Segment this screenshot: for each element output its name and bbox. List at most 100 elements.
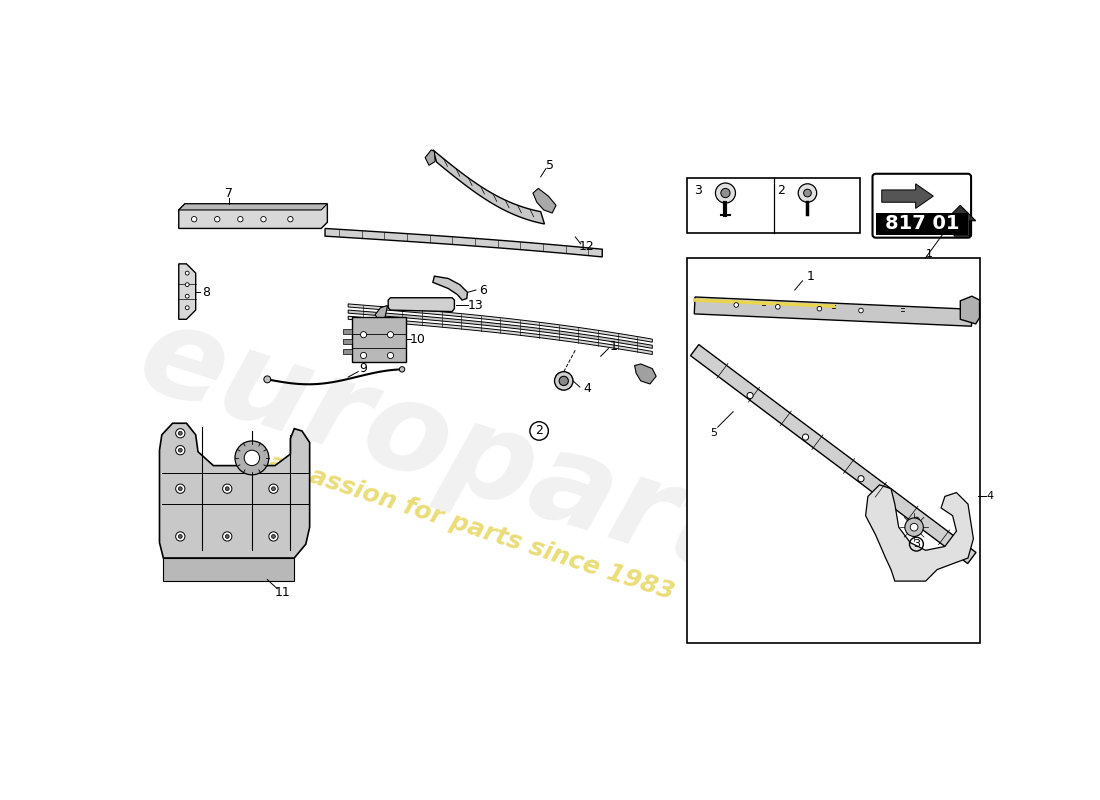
Circle shape bbox=[226, 534, 229, 538]
Circle shape bbox=[214, 217, 220, 222]
Circle shape bbox=[268, 484, 278, 494]
Circle shape bbox=[178, 448, 183, 452]
Polygon shape bbox=[866, 485, 974, 581]
Circle shape bbox=[185, 306, 189, 310]
Text: 1: 1 bbox=[926, 249, 933, 259]
Circle shape bbox=[244, 450, 260, 466]
Circle shape bbox=[176, 532, 185, 541]
Text: 2: 2 bbox=[536, 425, 543, 438]
Polygon shape bbox=[882, 184, 933, 209]
Bar bbox=[876, 213, 968, 234]
Circle shape bbox=[178, 431, 183, 435]
Polygon shape bbox=[348, 310, 652, 348]
Text: 3: 3 bbox=[913, 539, 920, 549]
Polygon shape bbox=[178, 204, 328, 210]
Text: a passion for parts since 1983: a passion for parts since 1983 bbox=[265, 450, 678, 604]
Text: 13: 13 bbox=[468, 299, 483, 312]
Circle shape bbox=[720, 188, 730, 198]
Circle shape bbox=[858, 476, 865, 482]
Text: europarts: europarts bbox=[124, 294, 818, 622]
Circle shape bbox=[176, 429, 185, 438]
Circle shape bbox=[222, 484, 232, 494]
Circle shape bbox=[185, 271, 189, 275]
Circle shape bbox=[185, 294, 189, 298]
Polygon shape bbox=[433, 150, 544, 224]
Bar bbox=[343, 349, 352, 354]
Circle shape bbox=[272, 534, 275, 538]
Polygon shape bbox=[160, 423, 310, 558]
Circle shape bbox=[191, 217, 197, 222]
Polygon shape bbox=[178, 204, 328, 229]
Polygon shape bbox=[425, 150, 436, 166]
Polygon shape bbox=[178, 264, 196, 319]
Circle shape bbox=[804, 189, 812, 197]
Circle shape bbox=[911, 523, 917, 531]
Polygon shape bbox=[694, 297, 972, 326]
Circle shape bbox=[361, 353, 366, 358]
Text: 7: 7 bbox=[224, 186, 233, 199]
Polygon shape bbox=[635, 364, 656, 384]
Circle shape bbox=[178, 534, 183, 538]
Circle shape bbox=[734, 302, 738, 307]
Circle shape bbox=[387, 353, 394, 358]
Text: 2: 2 bbox=[778, 184, 785, 198]
Circle shape bbox=[272, 486, 275, 490]
Circle shape bbox=[905, 518, 923, 537]
Polygon shape bbox=[960, 296, 980, 324]
Circle shape bbox=[859, 308, 864, 313]
Text: 1: 1 bbox=[806, 270, 814, 283]
Circle shape bbox=[178, 486, 183, 490]
Bar bbox=[686, 258, 980, 642]
Bar bbox=[343, 329, 352, 334]
Polygon shape bbox=[348, 316, 652, 354]
Circle shape bbox=[361, 332, 366, 338]
Polygon shape bbox=[348, 304, 652, 342]
Text: 5: 5 bbox=[711, 428, 717, 438]
Circle shape bbox=[387, 332, 394, 338]
Circle shape bbox=[185, 282, 189, 286]
Circle shape bbox=[226, 486, 229, 490]
Polygon shape bbox=[163, 558, 295, 581]
Text: 3: 3 bbox=[694, 184, 702, 198]
Circle shape bbox=[176, 446, 185, 455]
Circle shape bbox=[235, 441, 268, 475]
Polygon shape bbox=[945, 206, 976, 236]
Text: 12: 12 bbox=[579, 240, 595, 253]
Bar bbox=[686, 178, 860, 233]
Circle shape bbox=[799, 184, 816, 202]
Text: 1: 1 bbox=[609, 340, 618, 353]
Circle shape bbox=[261, 217, 266, 222]
Polygon shape bbox=[326, 229, 603, 257]
Circle shape bbox=[554, 372, 573, 390]
Text: 4: 4 bbox=[583, 382, 591, 395]
FancyBboxPatch shape bbox=[872, 174, 971, 238]
Circle shape bbox=[747, 393, 754, 398]
Circle shape bbox=[913, 517, 920, 523]
Circle shape bbox=[268, 532, 278, 541]
Circle shape bbox=[288, 217, 293, 222]
Bar bbox=[352, 317, 406, 362]
Text: 9: 9 bbox=[360, 362, 367, 375]
Text: 817 01: 817 01 bbox=[884, 214, 959, 234]
Circle shape bbox=[715, 183, 736, 203]
Text: 8: 8 bbox=[201, 286, 210, 299]
Circle shape bbox=[776, 305, 780, 309]
Circle shape bbox=[399, 366, 405, 372]
Polygon shape bbox=[691, 345, 976, 563]
Circle shape bbox=[176, 484, 185, 494]
Text: 11: 11 bbox=[275, 586, 290, 599]
Text: 10: 10 bbox=[409, 333, 426, 346]
Polygon shape bbox=[375, 306, 387, 321]
Text: 4: 4 bbox=[987, 491, 994, 502]
Circle shape bbox=[817, 306, 822, 311]
Circle shape bbox=[802, 434, 808, 440]
Circle shape bbox=[559, 376, 569, 386]
Circle shape bbox=[238, 217, 243, 222]
Polygon shape bbox=[433, 276, 468, 300]
Text: 6: 6 bbox=[478, 283, 487, 297]
Bar bbox=[343, 338, 352, 344]
Polygon shape bbox=[388, 298, 454, 311]
Polygon shape bbox=[534, 188, 556, 213]
Circle shape bbox=[222, 532, 232, 541]
Circle shape bbox=[264, 376, 271, 383]
